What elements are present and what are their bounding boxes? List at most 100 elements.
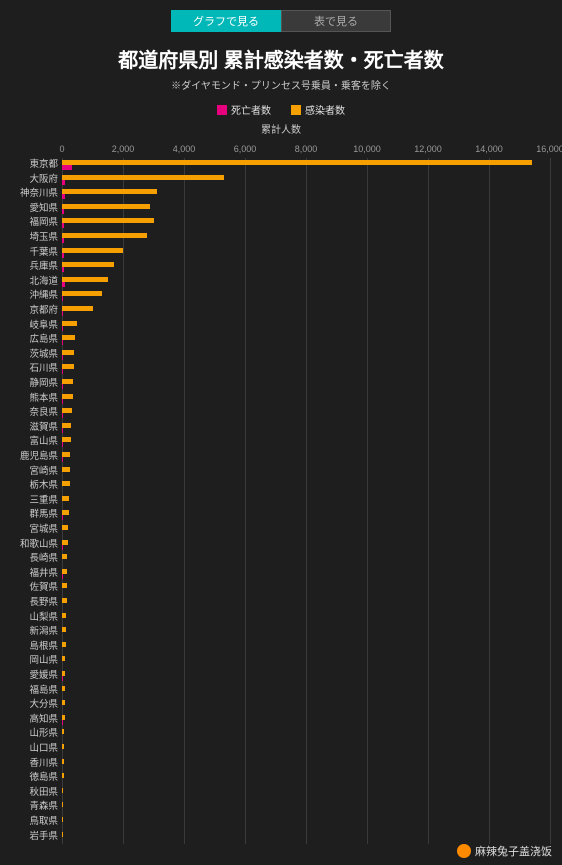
bar-infected bbox=[62, 423, 71, 428]
bar-infected bbox=[62, 160, 532, 165]
legend: 死亡者数 感染者数 bbox=[0, 102, 562, 117]
table-row: 岡山県 bbox=[62, 654, 550, 667]
bar-infected bbox=[62, 364, 74, 369]
y-label: 福岡県 bbox=[2, 216, 62, 229]
bar-infected bbox=[62, 759, 64, 764]
y-label: 富山県 bbox=[2, 435, 62, 448]
bar-infected bbox=[62, 218, 154, 223]
y-label: 埼玉県 bbox=[2, 231, 62, 244]
y-label: 福井県 bbox=[2, 567, 62, 580]
table-row: 香川県 bbox=[62, 757, 550, 770]
table-row: 千葉県 bbox=[62, 246, 550, 259]
table-row: 鳥取県 bbox=[62, 815, 550, 828]
table-row: 福島県 bbox=[62, 684, 550, 697]
table-row: 山形県 bbox=[62, 727, 550, 740]
bar-deaths bbox=[62, 238, 64, 243]
bar-deaths bbox=[62, 515, 63, 520]
table-row: 熊本県 bbox=[62, 392, 550, 405]
tab-graph[interactable]: グラフで見る bbox=[171, 10, 281, 32]
table-row: 神奈川県 bbox=[62, 187, 550, 200]
tab-table[interactable]: 表で見る bbox=[281, 10, 391, 32]
y-label: 山口県 bbox=[2, 742, 62, 755]
bar-infected bbox=[62, 729, 64, 734]
bar-infected bbox=[62, 437, 71, 442]
table-row: 大分県 bbox=[62, 698, 550, 711]
watermark: 麻辣兔子盖浇饭 bbox=[457, 843, 552, 859]
table-row: 栃木県 bbox=[62, 479, 550, 492]
y-label: 山形県 bbox=[2, 727, 62, 740]
table-row: 宮城県 bbox=[62, 523, 550, 536]
y-label: 大阪府 bbox=[2, 173, 62, 186]
table-row: 広島県 bbox=[62, 333, 550, 346]
y-label: 佐賀県 bbox=[2, 581, 62, 594]
y-label: 千葉県 bbox=[2, 246, 62, 259]
bar-infected bbox=[62, 700, 65, 705]
table-row: 福井県 bbox=[62, 567, 550, 580]
chart-title: 都道府県別 累計感染者数・死亡者数 bbox=[0, 44, 562, 73]
bar-infected bbox=[62, 773, 64, 778]
table-row: 山口県 bbox=[62, 742, 550, 755]
bar-infected bbox=[62, 379, 73, 384]
bar-infected bbox=[62, 656, 65, 661]
bar-infected bbox=[62, 496, 69, 501]
y-label: 岐阜県 bbox=[2, 319, 62, 332]
y-label: 東京都 bbox=[2, 158, 62, 171]
y-label: 和歌山県 bbox=[2, 538, 62, 551]
y-label: 群馬県 bbox=[2, 508, 62, 521]
y-label: 青森県 bbox=[2, 800, 62, 813]
bar-deaths bbox=[62, 296, 63, 301]
table-row: 京都府 bbox=[62, 304, 550, 317]
y-label: 神奈川県 bbox=[2, 187, 62, 200]
table-row: 宮崎県 bbox=[62, 465, 550, 478]
bar-infected bbox=[62, 788, 63, 793]
x-tick-label: 4,000 bbox=[173, 144, 196, 154]
table-row: 鹿児島県 bbox=[62, 450, 550, 463]
y-label: 高知県 bbox=[2, 713, 62, 726]
bar-deaths bbox=[62, 180, 65, 185]
table-row: 静岡県 bbox=[62, 377, 550, 390]
legend-infected-label: 感染者数 bbox=[305, 102, 345, 117]
y-label: 山梨県 bbox=[2, 611, 62, 624]
y-label: 新潟県 bbox=[2, 625, 62, 638]
bar-infected bbox=[62, 291, 102, 296]
table-row: 長野県 bbox=[62, 596, 550, 609]
bar-deaths bbox=[62, 253, 64, 258]
bar-infected bbox=[62, 335, 75, 340]
y-label: 石川県 bbox=[2, 362, 62, 375]
bar-infected bbox=[62, 452, 70, 457]
table-row: 兵庫県 bbox=[62, 260, 550, 273]
table-row: 群馬県 bbox=[62, 508, 550, 521]
y-label: 香川県 bbox=[2, 757, 62, 770]
bar-deaths bbox=[62, 165, 72, 170]
legend-deaths-label: 死亡者数 bbox=[231, 102, 271, 117]
bar-infected bbox=[62, 817, 63, 822]
x-axis-labels: 02,0004,0006,0008,00010,00012,00014,0001… bbox=[62, 144, 550, 156]
y-label: 長野県 bbox=[2, 596, 62, 609]
bar-infected bbox=[62, 408, 72, 413]
bar-infected bbox=[62, 598, 67, 603]
x-tick-label: 6,000 bbox=[234, 144, 257, 154]
bar-infected bbox=[62, 510, 69, 515]
y-label: 北海道 bbox=[2, 275, 62, 288]
bar-deaths bbox=[62, 267, 64, 272]
y-label: 宮崎県 bbox=[2, 465, 62, 478]
bar-deaths bbox=[62, 311, 63, 316]
table-row: 徳島県 bbox=[62, 771, 550, 784]
bar-infected bbox=[62, 233, 147, 238]
bar-infected bbox=[62, 175, 224, 180]
table-row: 青森県 bbox=[62, 800, 550, 813]
y-label: 鹿児島県 bbox=[2, 450, 62, 463]
table-row: 東京都 bbox=[62, 158, 550, 171]
y-label: 島根県 bbox=[2, 640, 62, 653]
legend-infected: 感染者数 bbox=[291, 102, 345, 117]
bar-infected bbox=[62, 569, 67, 574]
y-label: 京都府 bbox=[2, 304, 62, 317]
y-label: 熊本県 bbox=[2, 392, 62, 405]
x-tick-label: 14,000 bbox=[475, 144, 503, 154]
y-label: 三重県 bbox=[2, 494, 62, 507]
y-label: 徳島県 bbox=[2, 771, 62, 784]
y-label: 秋田県 bbox=[2, 786, 62, 799]
table-row: 愛媛県 bbox=[62, 669, 550, 682]
table-row: 沖縄県 bbox=[62, 289, 550, 302]
y-label: 栃木県 bbox=[2, 479, 62, 492]
